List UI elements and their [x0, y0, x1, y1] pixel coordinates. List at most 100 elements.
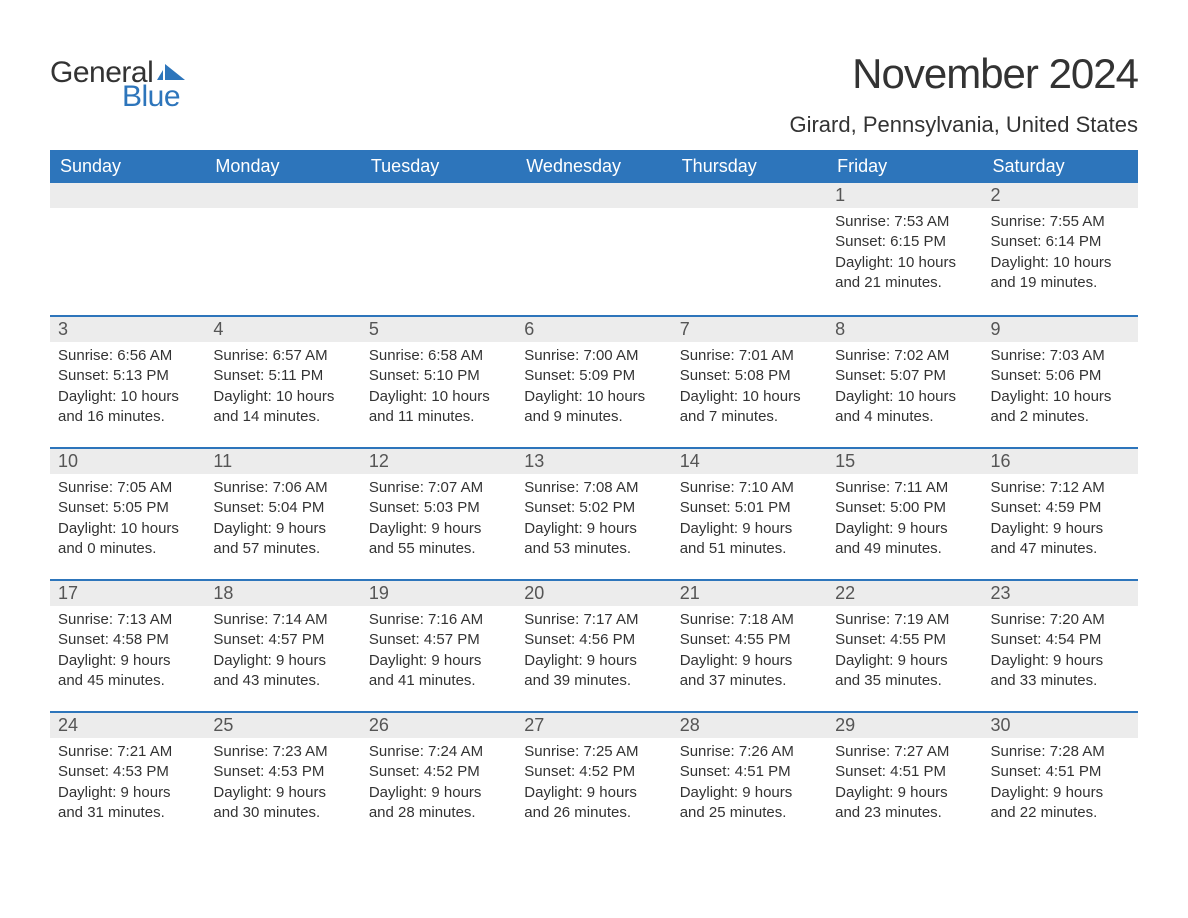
calendar-week-row: 3Sunrise: 6:56 AMSunset: 5:13 PMDaylight…: [50, 315, 1138, 447]
day-number: 5: [361, 315, 516, 342]
daylight-text: Daylight: 10 hours and 0 minutes.: [58, 519, 197, 560]
sunset-text: Sunset: 5:02 PM: [524, 498, 663, 518]
calendar-day-cell: 26Sunrise: 7:24 AMSunset: 4:52 PMDayligh…: [361, 711, 516, 843]
day-body: Sunrise: 7:10 AMSunset: 5:01 PMDaylight:…: [672, 474, 827, 567]
sunset-text: Sunset: 5:09 PM: [524, 366, 663, 386]
daylight-text: Daylight: 10 hours and 16 minutes.: [58, 387, 197, 428]
calendar-week-row: 24Sunrise: 7:21 AMSunset: 4:53 PMDayligh…: [50, 711, 1138, 843]
sunrise-text: Sunrise: 7:19 AM: [835, 610, 974, 630]
day-number: 14: [672, 447, 827, 474]
weekday-header: Monday: [205, 150, 360, 183]
day-number: 7: [672, 315, 827, 342]
empty-day-number: [516, 183, 671, 208]
page-header: General Blue November 2024 Girard, Penns…: [50, 50, 1138, 138]
day-body: Sunrise: 7:14 AMSunset: 4:57 PMDaylight:…: [205, 606, 360, 699]
day-body: Sunrise: 7:24 AMSunset: 4:52 PMDaylight:…: [361, 738, 516, 831]
sunrise-text: Sunrise: 6:57 AM: [213, 346, 352, 366]
day-body: Sunrise: 7:07 AMSunset: 5:03 PMDaylight:…: [361, 474, 516, 567]
weekday-header-row: Sunday Monday Tuesday Wednesday Thursday…: [50, 150, 1138, 183]
calendar-week-row: 1Sunrise: 7:53 AMSunset: 6:15 PMDaylight…: [50, 183, 1138, 315]
sunset-text: Sunset: 4:53 PM: [58, 762, 197, 782]
day-number: 22: [827, 579, 982, 606]
calendar-day-cell: 27Sunrise: 7:25 AMSunset: 4:52 PMDayligh…: [516, 711, 671, 843]
weekday-header: Wednesday: [516, 150, 671, 183]
daylight-text: Daylight: 9 hours and 57 minutes.: [213, 519, 352, 560]
sunset-text: Sunset: 4:56 PM: [524, 630, 663, 650]
day-number: 2: [983, 183, 1138, 208]
location-subtitle: Girard, Pennsylvania, United States: [789, 112, 1138, 138]
day-number: 21: [672, 579, 827, 606]
sunrise-text: Sunrise: 7:26 AM: [680, 742, 819, 762]
sunset-text: Sunset: 5:06 PM: [991, 366, 1130, 386]
day-body: Sunrise: 7:08 AMSunset: 5:02 PMDaylight:…: [516, 474, 671, 567]
day-number: 27: [516, 711, 671, 738]
calendar-day-cell: 2Sunrise: 7:55 AMSunset: 6:14 PMDaylight…: [983, 183, 1138, 315]
sunrise-text: Sunrise: 7:24 AM: [369, 742, 508, 762]
day-body: Sunrise: 7:27 AMSunset: 4:51 PMDaylight:…: [827, 738, 982, 831]
calendar-week-row: 17Sunrise: 7:13 AMSunset: 4:58 PMDayligh…: [50, 579, 1138, 711]
day-number: 6: [516, 315, 671, 342]
calendar-day-cell: 5Sunrise: 6:58 AMSunset: 5:10 PMDaylight…: [361, 315, 516, 447]
day-body: Sunrise: 7:25 AMSunset: 4:52 PMDaylight:…: [516, 738, 671, 831]
sunset-text: Sunset: 6:15 PM: [835, 232, 974, 252]
calendar-day-cell: [672, 183, 827, 315]
day-body: Sunrise: 7:53 AMSunset: 6:15 PMDaylight:…: [827, 208, 982, 301]
calendar-day-cell: 16Sunrise: 7:12 AMSunset: 4:59 PMDayligh…: [983, 447, 1138, 579]
sunrise-text: Sunrise: 7:20 AM: [991, 610, 1130, 630]
sunset-text: Sunset: 4:57 PM: [213, 630, 352, 650]
day-number: 13: [516, 447, 671, 474]
sunset-text: Sunset: 4:51 PM: [680, 762, 819, 782]
empty-day-number: [361, 183, 516, 208]
daylight-text: Daylight: 9 hours and 26 minutes.: [524, 783, 663, 824]
daylight-text: Daylight: 9 hours and 51 minutes.: [680, 519, 819, 560]
sunrise-text: Sunrise: 7:13 AM: [58, 610, 197, 630]
sunrise-text: Sunrise: 7:14 AM: [213, 610, 352, 630]
day-number: 30: [983, 711, 1138, 738]
calendar-day-cell: 3Sunrise: 6:56 AMSunset: 5:13 PMDaylight…: [50, 315, 205, 447]
day-number: 3: [50, 315, 205, 342]
day-body: Sunrise: 7:26 AMSunset: 4:51 PMDaylight:…: [672, 738, 827, 831]
weekday-header: Saturday: [983, 150, 1138, 183]
day-body: Sunrise: 6:58 AMSunset: 5:10 PMDaylight:…: [361, 342, 516, 435]
daylight-text: Daylight: 9 hours and 39 minutes.: [524, 651, 663, 692]
day-body: Sunrise: 7:13 AMSunset: 4:58 PMDaylight:…: [50, 606, 205, 699]
sunset-text: Sunset: 4:52 PM: [524, 762, 663, 782]
sunset-text: Sunset: 4:53 PM: [213, 762, 352, 782]
daylight-text: Daylight: 9 hours and 28 minutes.: [369, 783, 508, 824]
sunset-text: Sunset: 5:11 PM: [213, 366, 352, 386]
sunrise-text: Sunrise: 7:10 AM: [680, 478, 819, 498]
daylight-text: Daylight: 10 hours and 2 minutes.: [991, 387, 1130, 428]
daylight-text: Daylight: 9 hours and 25 minutes.: [680, 783, 819, 824]
sunrise-text: Sunrise: 7:11 AM: [835, 478, 974, 498]
day-number: 10: [50, 447, 205, 474]
daylight-text: Daylight: 9 hours and 37 minutes.: [680, 651, 819, 692]
weekday-header: Tuesday: [361, 150, 516, 183]
day-number: 12: [361, 447, 516, 474]
sunrise-text: Sunrise: 7:02 AM: [835, 346, 974, 366]
calendar-day-cell: 24Sunrise: 7:21 AMSunset: 4:53 PMDayligh…: [50, 711, 205, 843]
sunrise-text: Sunrise: 7:03 AM: [991, 346, 1130, 366]
calendar-day-cell: 19Sunrise: 7:16 AMSunset: 4:57 PMDayligh…: [361, 579, 516, 711]
day-body: Sunrise: 7:18 AMSunset: 4:55 PMDaylight:…: [672, 606, 827, 699]
daylight-text: Daylight: 9 hours and 55 minutes.: [369, 519, 508, 560]
daylight-text: Daylight: 9 hours and 35 minutes.: [835, 651, 974, 692]
daylight-text: Daylight: 10 hours and 7 minutes.: [680, 387, 819, 428]
day-number: 1: [827, 183, 982, 208]
daylight-text: Daylight: 9 hours and 49 minutes.: [835, 519, 974, 560]
day-number: 28: [672, 711, 827, 738]
calendar-day-cell: [205, 183, 360, 315]
day-number: 29: [827, 711, 982, 738]
calendar-day-cell: 20Sunrise: 7:17 AMSunset: 4:56 PMDayligh…: [516, 579, 671, 711]
sunset-text: Sunset: 5:05 PM: [58, 498, 197, 518]
daylight-text: Daylight: 9 hours and 43 minutes.: [213, 651, 352, 692]
day-body: Sunrise: 7:20 AMSunset: 4:54 PMDaylight:…: [983, 606, 1138, 699]
sunset-text: Sunset: 5:10 PM: [369, 366, 508, 386]
sunrise-text: Sunrise: 7:25 AM: [524, 742, 663, 762]
calendar-day-cell: 18Sunrise: 7:14 AMSunset: 4:57 PMDayligh…: [205, 579, 360, 711]
sunset-text: Sunset: 5:00 PM: [835, 498, 974, 518]
sunset-text: Sunset: 5:03 PM: [369, 498, 508, 518]
day-body: Sunrise: 7:11 AMSunset: 5:00 PMDaylight:…: [827, 474, 982, 567]
day-body: Sunrise: 6:57 AMSunset: 5:11 PMDaylight:…: [205, 342, 360, 435]
day-body: Sunrise: 7:28 AMSunset: 4:51 PMDaylight:…: [983, 738, 1138, 831]
daylight-text: Daylight: 10 hours and 11 minutes.: [369, 387, 508, 428]
